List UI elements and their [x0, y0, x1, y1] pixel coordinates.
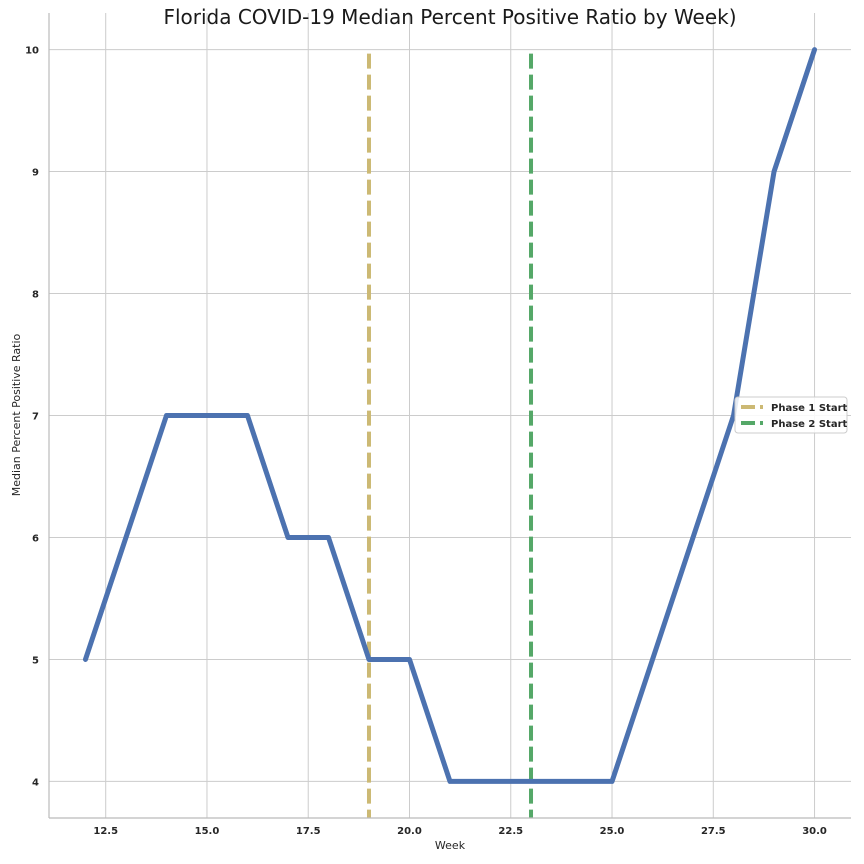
x-tick-label: 17.5 — [296, 826, 321, 837]
axes — [48, 13, 851, 819]
y-tick-label: 4 — [32, 777, 39, 788]
y-tick-label: 9 — [32, 168, 39, 179]
y-tick-label: 6 — [32, 533, 39, 544]
phase-lines — [366, 53, 534, 818]
legend-label: Phase 2 Start — [771, 419, 848, 430]
x-tick-label: 27.5 — [701, 826, 726, 837]
x-tick-label: 25.0 — [600, 826, 625, 837]
y-tick-label: 5 — [32, 655, 39, 666]
series-layer — [82, 47, 818, 784]
x-tick-label: 30.0 — [802, 826, 827, 837]
y-tick-label: 8 — [32, 290, 39, 301]
x-tick-label: 15.0 — [195, 826, 220, 837]
legend-label: Phase 1 Start — [771, 403, 848, 414]
chart-title: Florida COVID-19 Median Percent Positive… — [163, 5, 736, 29]
y-tick-label: 10 — [25, 46, 39, 57]
x-axis-label: Week — [435, 839, 466, 852]
legend: Phase 1 Start Phase 2 Start — [734, 396, 848, 434]
y-tick-label: 7 — [32, 412, 39, 423]
x-tick-label: 12.5 — [93, 826, 118, 837]
x-tick-label: 20.0 — [397, 826, 422, 837]
tick-labels: 12.5 15.0 17.5 20.0 22.5 25.0 27.5 30.0 4 5 6 7 8 9 10 — [25, 46, 827, 837]
x-tick-label: 22.5 — [498, 826, 523, 837]
y-axis-label: Median Percent Positive Ratio — [10, 333, 23, 496]
